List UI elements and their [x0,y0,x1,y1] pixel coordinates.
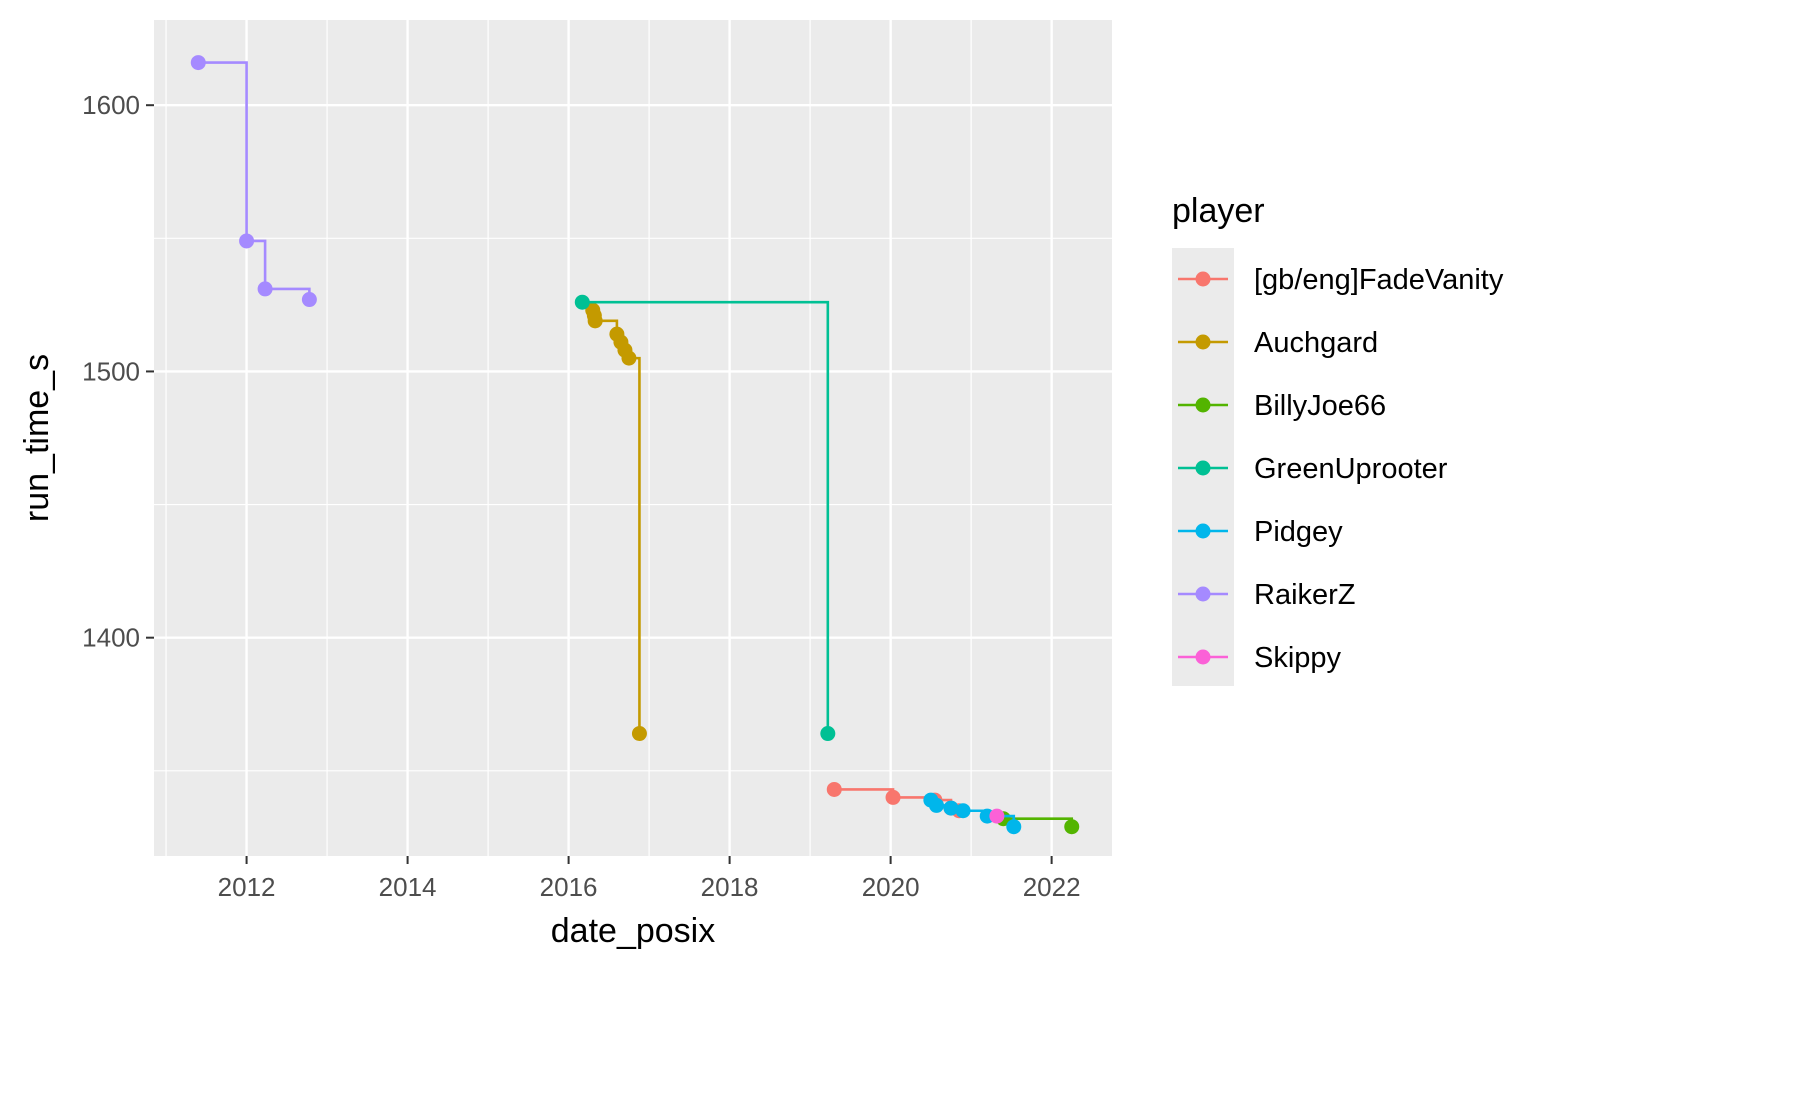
legend-label: [gb/eng]FadeVanity [1254,264,1504,296]
data-point [1006,819,1022,835]
legend-item-pidgey: Pidgey [1178,516,1343,548]
legend-key-point [1195,523,1211,539]
legend-label: RaikerZ [1254,579,1356,611]
minor-gridlines [154,20,1112,856]
data-point [621,350,637,366]
x-axis-title: date_posix [551,912,715,950]
plot-panel [154,20,1112,856]
data-point [631,726,647,742]
series-skippy [989,808,1005,824]
data-point [955,803,971,819]
legend-title: player [1172,192,1265,230]
legend-label: BillyJoe66 [1254,390,1386,422]
y-axis: 1400 1500 1600 [82,90,154,653]
x-tick-label: 2016 [540,872,598,902]
series-layer [190,55,1080,835]
legend-item-skippy: Skippy [1178,642,1342,674]
legend-key-point [1195,586,1211,602]
legend-key-point [1195,397,1211,413]
x-tick-label: 2014 [379,872,437,902]
x-tick-label: 2012 [218,872,276,902]
legend-label: Pidgey [1254,516,1343,548]
y-tick-label: 1400 [82,623,140,653]
data-point [885,789,901,805]
series-auchgard [585,302,647,742]
y-tick-label: 1600 [82,90,140,120]
data-point [826,781,842,797]
legend-item-gb-eng-fadevanity: [gb/eng]FadeVanity [1178,264,1504,296]
data-point [820,726,836,742]
series-pidgey [923,792,1022,835]
series-line [198,61,311,300]
legend-item-raikerz: RaikerZ [1178,579,1356,611]
x-axis: 2012 2014 2016 2018 2020 2022 [218,856,1081,902]
legend-key-point [1195,649,1211,665]
data-point [1064,819,1080,835]
x-tick-label: 2022 [1023,872,1081,902]
legend-label: Skippy [1254,642,1342,674]
y-axis-title: run_time_s [18,354,56,522]
legend-item-greenuprooter: GreenUprooter [1178,453,1448,485]
major-gridlines [154,20,1112,856]
x-tick-label: 2018 [701,872,759,902]
legend-key-point [1195,271,1211,287]
legend-key-point [1195,334,1211,350]
data-point [239,233,255,249]
series-raikerz [190,55,317,308]
data-point [989,808,1005,824]
data-point [190,55,206,71]
legend-item-auchgard: Auchgard [1178,327,1378,359]
legend-label: Auchgard [1254,327,1378,359]
series-greenuprooter [574,294,836,742]
data-point [929,797,945,813]
legend-items: [gb/eng]FadeVanity Auchgard BillyJoe66 Gree… [1178,264,1504,674]
legend-item-billyjoe66: BillyJoe66 [1178,390,1386,422]
data-point [301,292,317,308]
legend-key-point [1195,460,1211,476]
legend: player [gb/eng]FadeVanity Auchgard BillyJo… [1172,192,1504,686]
x-tick-label: 2020 [862,872,920,902]
data-point [257,281,273,297]
series-line [582,300,830,734]
y-tick-label: 1500 [82,356,140,386]
data-point [943,800,959,816]
data-point [574,294,590,310]
legend-label: GreenUprooter [1254,453,1448,485]
data-point [587,313,603,329]
